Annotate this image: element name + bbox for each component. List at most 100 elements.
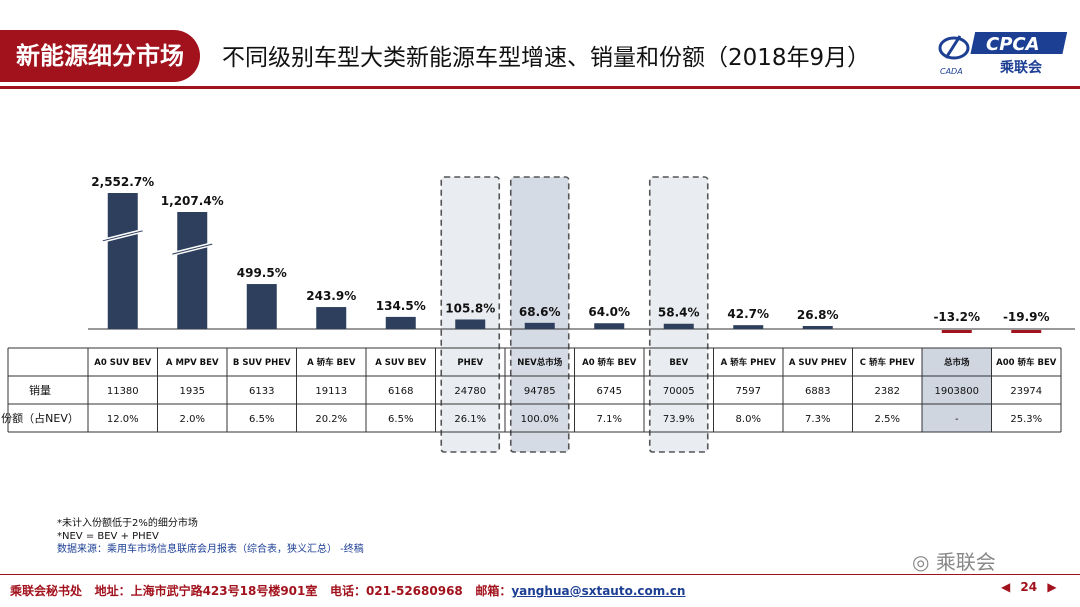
header-divider [0,86,1080,89]
footer-address: 上海市武宁路423号18号楼901室 [130,584,318,598]
axis-break-line-0 [102,230,143,242]
share-cell-3: 20.2% [315,414,347,425]
bar-9 [733,325,764,329]
bar-6 [524,322,555,329]
footer: 乘联会秘书处 地址：上海市武宁路423号18号楼901室 电话：021-5268… [10,582,685,599]
share-cell-6: 100.0% [521,414,559,425]
growth-label-13: -19.9% [1003,310,1050,324]
category-label-8: BEV [669,358,688,368]
category-label-7: A0 轿车 BEV [582,357,637,368]
sales-cell-7: 6745 [597,386,622,397]
footer-email-label: 邮箱： [475,584,512,598]
sales-cell-12: 1903800 [934,386,979,397]
category-label-0: A0 SUV BEV [94,358,151,368]
footer-phone: 021-52680968 [365,584,463,598]
data-source: 数据来源：乘用车市场信息联席会月报表（综合表，狭义汇总） -终稿 [57,544,364,555]
bar-10 [802,326,833,329]
bar-3 [316,307,347,329]
growth-label-10: 26.8% [797,308,839,322]
share-cell-9: 8.0% [736,414,761,425]
growth-label-4: 134.5% [376,299,426,313]
footer-org: 乘联会秘书处 [10,584,83,598]
wechat-icon: ◎ [912,550,930,574]
growth-label-1: 1,207.4% [161,194,224,208]
category-label-11: C 轿车 PHEV [860,357,915,368]
sales-cell-8: 70005 [663,386,695,397]
footnotes: *未计入份额低于2%的细分市场 *NEV = BEV + PHEV 数据来源：乘… [57,517,364,556]
watermark-text: 乘联会 [935,550,996,574]
bar-0 [107,193,138,329]
sales-cell-9: 7597 [736,386,761,397]
share-cell-12: - [955,414,959,425]
wechat-watermark: ◎ 乘联会 [912,546,996,575]
share-cell-13: 25.3% [1010,414,1042,425]
axis-break-line-1 [172,243,213,255]
share-cell-8: 73.9% [663,414,695,425]
growth-label-9: 42.7% [727,307,769,321]
category-label-12: 总市场 [944,357,970,368]
footnote-2: *NEV = BEV + PHEV [57,531,159,542]
sales-cell-1: 1935 [180,386,205,397]
share-cell-11: 2.5% [875,414,900,425]
growth-label-7: 64.0% [588,305,630,319]
share-cell-2: 6.5% [249,414,274,425]
highlight-box-5 [440,176,501,453]
category-label-3: A 轿车 BEV [307,357,356,368]
bar-4 [385,316,416,329]
total-market-shade [922,348,991,432]
growth-label-8: 58.4% [658,306,700,320]
category-label-6: NEV总市场 [517,357,562,368]
growth-label-5: 105.8% [445,301,495,315]
logo-left-text: CADA [940,67,963,76]
header-bar: 新能源细分市场 不同级别车型大类新能源车型增速、销量和份额（2018年9月） C… [0,0,1080,88]
prev-page-button[interactable]: ◀ [1001,580,1011,594]
sales-cell-6: 94785 [524,386,556,397]
pager: ◀ 24 ▶ [998,580,1060,594]
share-cell-5: 26.1% [454,414,486,425]
sales-cell-13: 23974 [1010,386,1042,397]
growth-label-6: 68.6% [519,305,561,319]
highlight-box-8 [648,176,709,453]
footer-email-link[interactable]: yanghua@sxtauto.com.cn [511,584,686,598]
category-label-9: A 轿车 PHEV [721,357,777,368]
bar-5 [455,319,486,329]
section-tag: 新能源细分市场 [0,30,200,82]
growth-label-3: 243.9% [306,289,356,303]
bar-7 [594,323,625,329]
growth-label-12: -13.2% [933,310,980,324]
cpca-logo: CADA CPCA 乘联会 [938,32,1068,76]
logo-right-text: CPCA [986,34,1040,55]
row-label-0: 销量 [29,383,51,397]
category-label-10: A SUV PHEV [789,358,847,368]
sales-cell-10: 6883 [805,386,830,397]
footer-divider [0,574,1080,575]
share-cell-4: 6.5% [388,414,413,425]
category-label-13: A00 轿车 BEV [996,357,1057,368]
growth-label-2: 499.5% [237,266,287,280]
share-cell-10: 7.3% [805,414,830,425]
share-cell-7: 7.1% [597,414,622,425]
share-cell-1: 2.0% [180,414,205,425]
sales-cell-4: 6168 [388,386,413,397]
page-number: 24 [1020,580,1038,594]
bar-1 [177,212,208,329]
bar-2 [246,284,277,329]
growth-label-0: 2,552.7% [91,175,154,189]
bar-13 [1011,330,1042,333]
sales-cell-3: 19113 [315,386,347,397]
row-label-1: 份额（占NEV） [1,411,79,425]
page-title: 不同级别车型大类新能源车型增速、销量和份额（2018年9月） [222,45,871,71]
footer-address-label: 地址： [94,584,131,598]
sales-cell-2: 6133 [249,386,274,397]
highlight-box-6 [509,176,570,453]
category-label-2: B SUV PHEV [233,358,291,368]
category-label-5: PHEV [457,358,483,368]
logo-right-sub: 乘联会 [999,59,1043,76]
category-label-1: A MPV BEV [166,358,219,368]
sales-cell-11: 2382 [875,386,900,397]
footnote-1: *未计入份额低于2%的细分市场 [57,518,198,529]
category-label-4: A SUV BEV [375,358,426,368]
next-page-button[interactable]: ▶ [1047,580,1057,594]
footer-phone-label: 电话： [329,584,366,598]
